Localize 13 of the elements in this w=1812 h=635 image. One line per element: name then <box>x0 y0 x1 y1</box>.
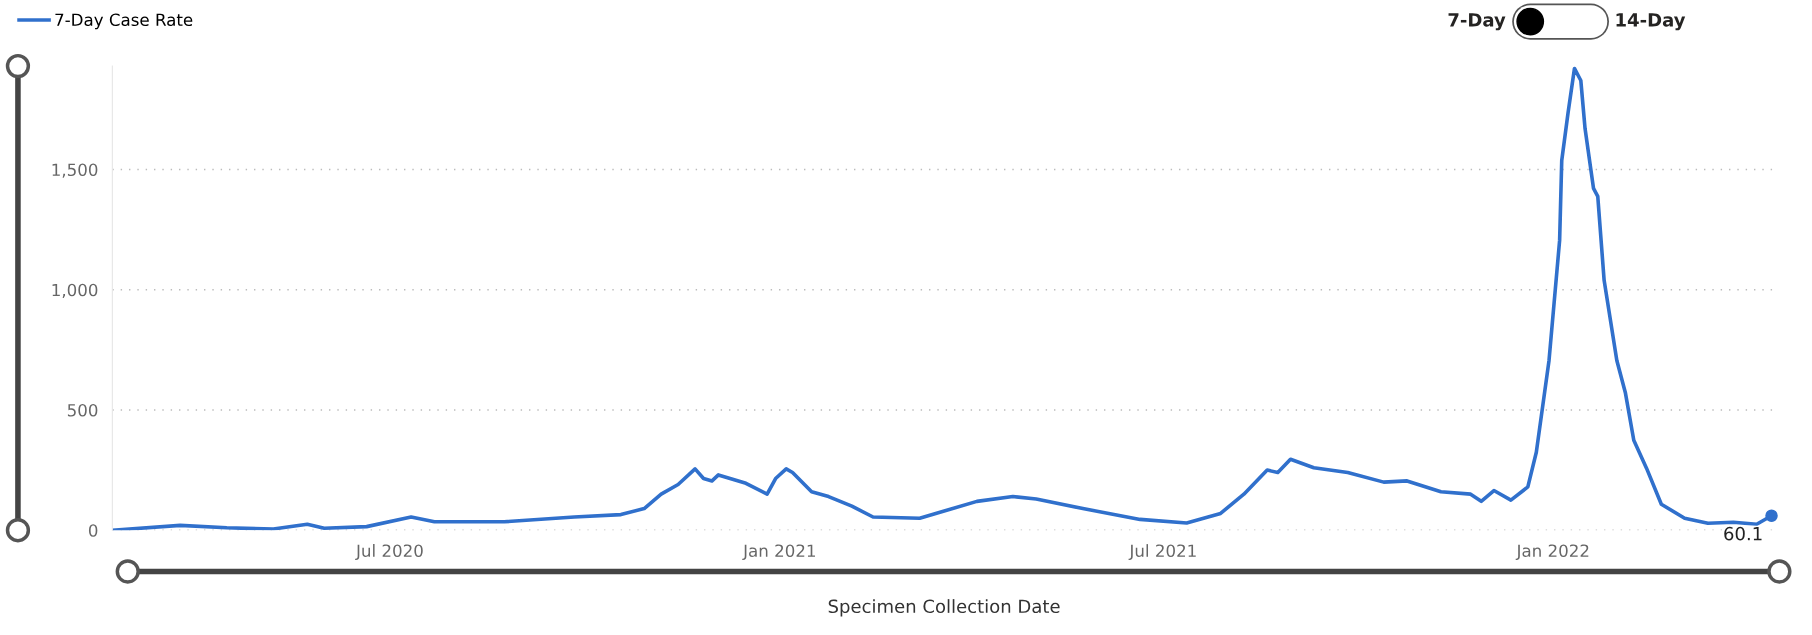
x-axis-title: Specimen Collection Date <box>828 599 1060 617</box>
legend-label: 7-Day Case Rate <box>55 13 193 30</box>
text: 7-Day <box>1448 13 1506 31</box>
y-tick-label: 500 <box>67 403 98 417</box>
text: 14-Day <box>1616 13 1686 31</box>
x-tick-label: Jan 2022 <box>1515 544 1589 561</box>
y-tick-label: 1,500 <box>52 163 98 178</box>
data-label: 60.1 <box>1724 526 1762 541</box>
y-tick-label: 0 <box>88 524 98 537</box>
x-tick-label: Jan 2021 <box>742 544 815 561</box>
x-tick-label: Jul 2020 <box>355 544 423 561</box>
y-tick-label: 1,000 <box>52 283 98 298</box>
x-tick-label: Jul 2021 <box>1128 544 1196 561</box>
